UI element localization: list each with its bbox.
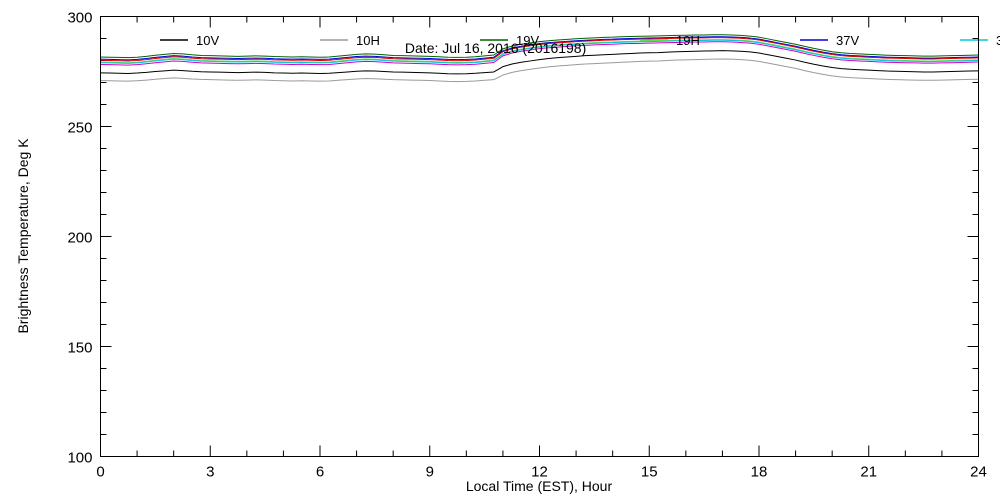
series-line-37v [100,36,979,61]
x-tick-label: 6 [316,464,324,481]
series-line-10h [100,58,979,83]
y-tick-label: 200 [67,230,92,247]
series-line-89v [100,37,979,62]
plot-frame [100,16,979,457]
y-axis-title: Brightness Temperature, Deg K [15,138,31,334]
x-tick-label: 18 [751,464,768,481]
x-tick-label: 3 [206,464,214,481]
y-axis-ticks: 100 150 200 250 300 [67,10,979,467]
legend-label-10h: 10H [356,33,380,48]
series-line-10v [100,50,979,75]
x-axis-label-text: Local Time (EST), Hour [466,478,613,494]
legend-label-10v: 10V [196,33,219,48]
legend-label-37h: 37H [996,33,1000,48]
x-axis-title: Local Time (EST), Hour [466,478,613,494]
x-tick-label: 24 [970,464,987,481]
series-line-89h [100,41,979,66]
x-tick-label: 15 [641,464,658,481]
date-annotation: Date: Jul 16, 2016 (2016198) [405,40,586,56]
y-tick-label: 250 [67,120,92,137]
y-tick-label: 300 [67,10,92,27]
series-line-19h [100,39,979,64]
y-axis-label-text: Brightness Temperature, Deg K [15,138,31,334]
series-line-37h [100,39,979,64]
x-tick-label: 9 [426,464,434,481]
legend-label-37v: 37V [836,33,859,48]
legend-label-19v: 19V [516,33,539,48]
x-tick-label: 21 [860,464,877,481]
y-tick-label: 150 [67,340,92,357]
x-tick-label: 0 [96,464,104,481]
chart-legend: 10V10H19V19H37V37H89V89H [160,33,1000,48]
y-tick-label: 100 [67,450,92,467]
series-line-19v [100,34,979,59]
x-axis-ticks: 0 3 6 9 12 15 18 21 24 [96,16,987,481]
legend-label-19h: 19H [676,33,700,48]
x-tick-label: 12 [531,464,548,481]
annotation-layer: Date: Jul 16, 2016 (2016198) [405,40,586,56]
data-series-layer [100,34,979,83]
